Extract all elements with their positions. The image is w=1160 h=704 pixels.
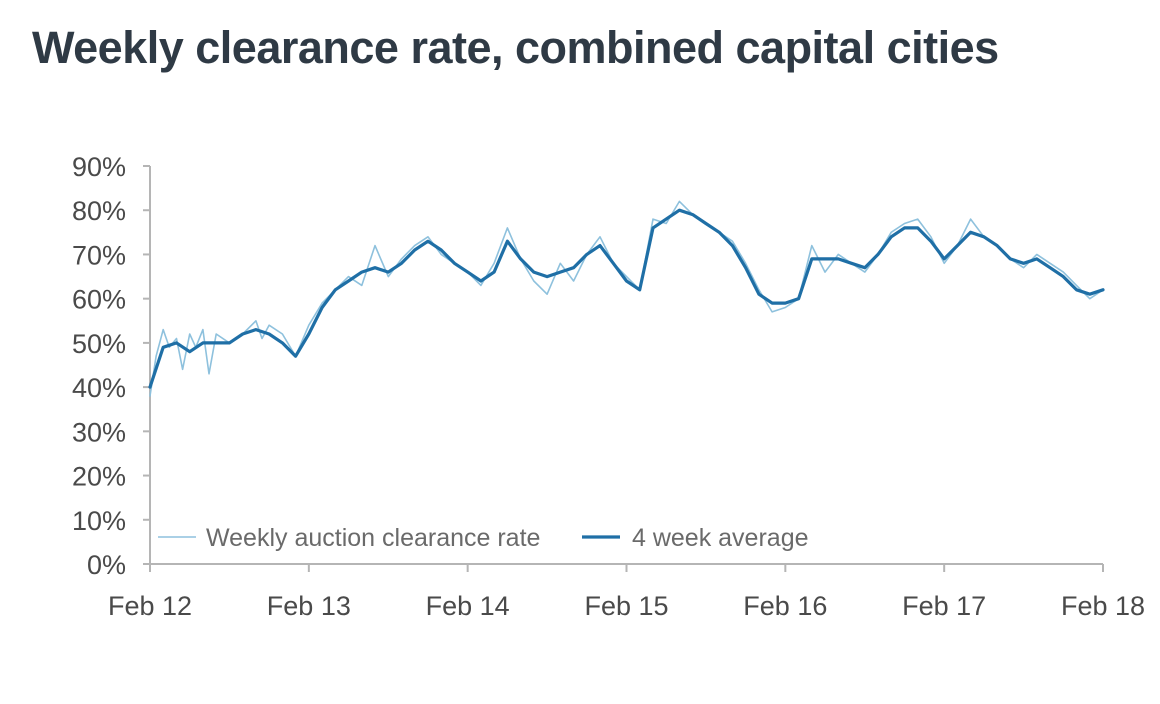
- x-tick-label: Feb 17: [902, 591, 986, 621]
- y-tick-label: 70%: [72, 240, 126, 270]
- x-tick-label: Feb 15: [584, 591, 668, 621]
- y-tick-label: 10%: [72, 506, 126, 536]
- y-tick-label: 60%: [72, 285, 126, 315]
- y-tick-label: 40%: [72, 373, 126, 403]
- y-tick-label: 50%: [72, 329, 126, 359]
- x-tick-label: Feb 13: [267, 591, 351, 621]
- axes: 0% 10% 20% 30% 40% 50% 60% 70% 80% 90% Feb 12 Feb 1…: [72, 152, 1145, 621]
- chart-title: Weekly clearance rate, combined capital …: [32, 22, 999, 73]
- legend-label: Weekly auction clearance rate: [206, 524, 540, 552]
- x-tick-label: Feb 12: [108, 591, 192, 621]
- series-layer: [148, 200, 1105, 397]
- legend-label: 4 week average: [632, 524, 809, 552]
- x-tick-label: Feb 18: [1061, 591, 1145, 621]
- y-tick-label: 90%: [72, 152, 126, 182]
- x-tick-label: Feb 14: [426, 591, 510, 621]
- x-tick-label: Feb 16: [743, 591, 827, 621]
- y-tick-label: 20%: [72, 462, 126, 492]
- y-tick-label: 30%: [72, 417, 126, 447]
- series-line-4-week-average: [148, 208, 1105, 389]
- y-tick-label: 0%: [87, 550, 126, 580]
- legend: Weekly auction clearance rate 4 week aver…: [158, 524, 809, 552]
- y-tick-label: 80%: [72, 196, 126, 226]
- series-line-weekly: [149, 200, 1104, 397]
